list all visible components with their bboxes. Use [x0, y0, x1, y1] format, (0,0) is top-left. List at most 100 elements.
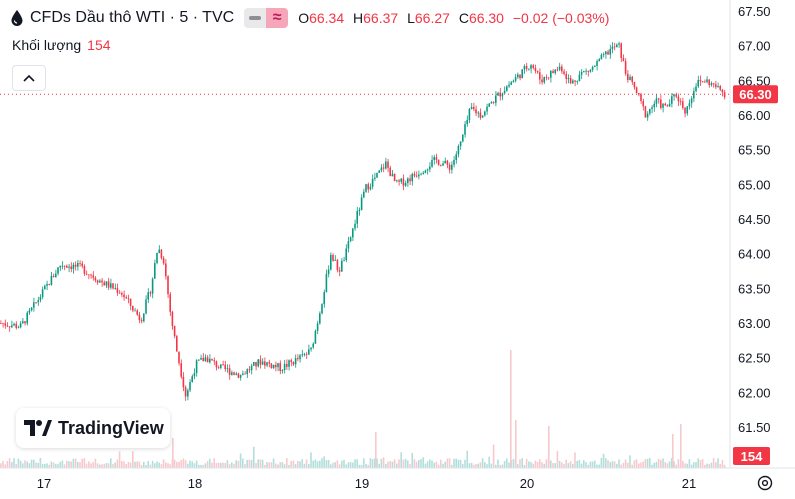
volume-bar [202, 464, 204, 468]
volume-bar [672, 434, 674, 468]
volume-bar [499, 464, 501, 468]
volume-bar [8, 458, 11, 468]
candle-body [129, 298, 132, 306]
candle-body [132, 305, 134, 311]
candle-body [415, 175, 418, 177]
candle-body [28, 310, 31, 313]
collapse-legend-button[interactable] [12, 65, 46, 91]
volume-bar [644, 459, 647, 468]
candle-body [140, 319, 143, 322]
candle-body [682, 101, 684, 108]
chart-header: CFDs Dầu thô WTI · 5 · TVC ≈ O66.34 H66.… [10, 7, 609, 29]
volume-bar [519, 459, 521, 468]
candle-body [404, 183, 407, 186]
volume-bar [354, 459, 356, 468]
volume-bar [143, 461, 145, 468]
candle-body [354, 223, 356, 229]
candle-body [431, 159, 433, 167]
volume-bar [585, 462, 587, 468]
volume-bar [244, 464, 246, 468]
volume-bar [706, 463, 708, 468]
volume-bar [107, 463, 110, 468]
tradingview-logo[interactable]: TradingView [16, 408, 170, 448]
volume-bar [651, 464, 653, 468]
candle-body [462, 134, 464, 142]
volume-bar [580, 463, 583, 468]
x-tick-label: 20 [520, 476, 534, 491]
volume-bar [596, 464, 598, 468]
candle-body [299, 355, 301, 360]
candle-body [198, 359, 200, 361]
volume-bar [387, 461, 389, 468]
candle-body [182, 376, 185, 388]
volume-bar [552, 463, 554, 468]
volume-bar [99, 464, 101, 468]
volume-bar [536, 461, 539, 468]
volume-bar [422, 457, 424, 468]
volume-bar [156, 461, 158, 468]
candle-body [686, 106, 688, 114]
symbol-title[interactable]: CFDs Dầu thô WTI · 5 · TVC [30, 9, 235, 26]
candle-body [693, 91, 695, 99]
candle-body [288, 360, 290, 367]
candle-body [539, 72, 541, 80]
candle-body [301, 354, 303, 356]
volume-bar [178, 461, 180, 468]
candle-body [495, 95, 497, 103]
candle-body [481, 115, 484, 118]
candle-body [17, 327, 20, 329]
ohlc-values: O66.34 H66.37 L66.27 C66.30 −0.02 (−0.03… [298, 10, 610, 26]
candle-body [272, 364, 275, 368]
volume-bar [444, 461, 446, 468]
candle-body [470, 106, 473, 109]
candle-body [704, 81, 706, 83]
settings-icon[interactable] [756, 474, 774, 492]
volume-bar [363, 458, 365, 468]
candle-body [418, 174, 420, 177]
candles [0, 41, 726, 401]
volume-bar [92, 462, 94, 468]
volume-bar [41, 464, 44, 468]
candle-body [580, 72, 583, 75]
candle-body [567, 78, 570, 80]
volume-bar [435, 461, 438, 468]
candle-body [578, 74, 581, 82]
candle-body [349, 237, 352, 242]
candle-body [446, 160, 449, 165]
candle-body [598, 59, 600, 62]
volume-bar [264, 464, 266, 468]
volume-bar [224, 462, 226, 468]
volume-bar [543, 463, 545, 468]
candle-body [391, 173, 394, 177]
y-tick-label: 62.50 [738, 351, 771, 366]
candle-body [550, 71, 552, 78]
volume-bar [418, 460, 420, 468]
volume-bar [79, 462, 81, 468]
volume-bar [712, 458, 715, 468]
volume-bar [673, 461, 675, 468]
market-status-pill[interactable]: ≈ [244, 8, 289, 28]
candle-body [8, 326, 11, 328]
volume-bar [209, 458, 211, 468]
volume-bar [90, 463, 92, 468]
volume-bar [407, 460, 409, 468]
volume-bar [112, 464, 114, 468]
candle-body [532, 65, 534, 68]
candle-body [66, 265, 68, 268]
volume-bar [464, 459, 466, 468]
candle-body [147, 292, 149, 300]
candle-body [79, 262, 81, 264]
volume-bar [253, 446, 255, 468]
volume-bar [48, 464, 50, 468]
candle-body [114, 288, 116, 289]
candle-body [433, 157, 435, 160]
volume-bar [165, 462, 167, 468]
candle-body [158, 249, 160, 253]
candle-body [422, 172, 424, 174]
candle-body [200, 357, 202, 360]
volume-bar [116, 459, 119, 468]
candle-body [103, 282, 105, 286]
candle-body [68, 266, 70, 268]
candle-body [195, 360, 198, 374]
